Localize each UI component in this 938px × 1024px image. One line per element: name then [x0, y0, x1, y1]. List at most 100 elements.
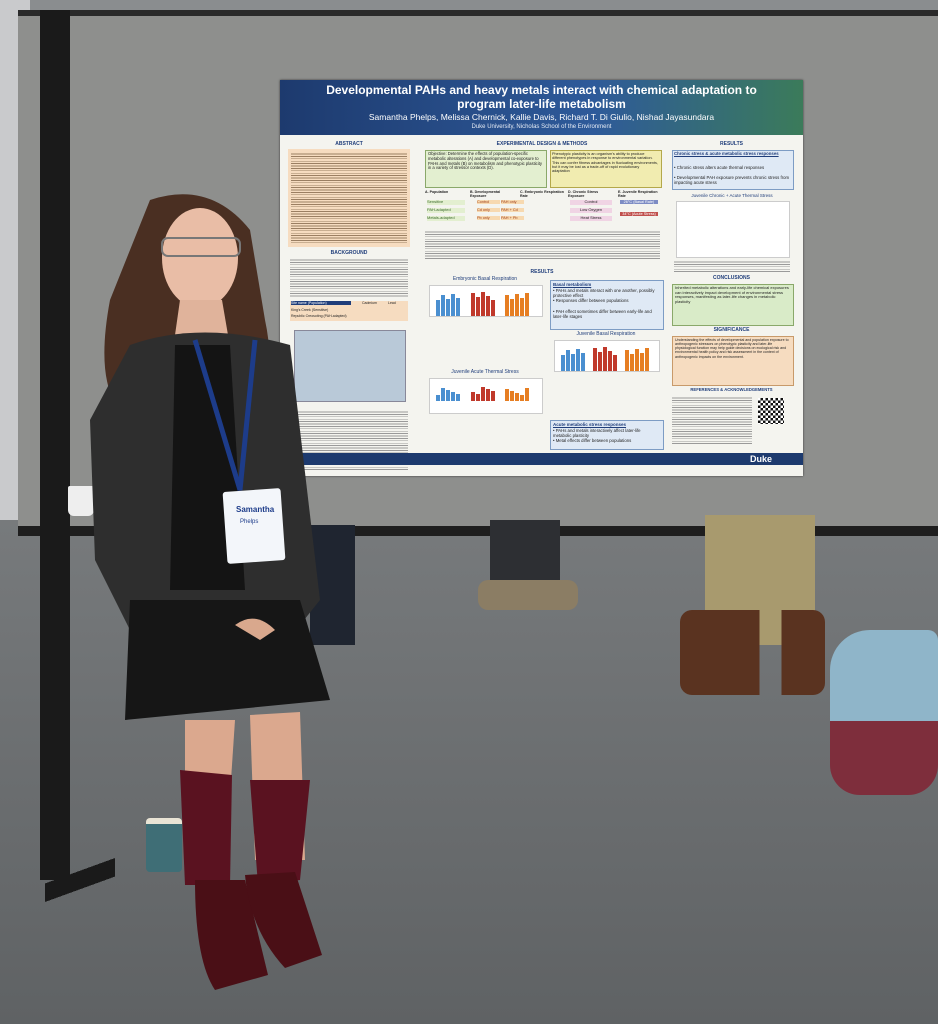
stress: Control [570, 199, 612, 205]
poster-header [280, 80, 803, 135]
section-heading: RESULTS [720, 141, 743, 147]
board-post [40, 10, 70, 880]
stress: Heat Stress [570, 215, 612, 221]
bar-image [475, 394, 480, 401]
table-header: Cadmium [362, 301, 377, 305]
board-foot [45, 800, 115, 960]
sock [250, 780, 310, 885]
glasses [161, 237, 241, 257]
section-heading: ABSTRACT [335, 141, 363, 147]
bar-image [645, 348, 649, 371]
population: PAH-adapted [427, 207, 465, 213]
bar-image [510, 299, 515, 316]
table-header: Lead [388, 301, 396, 305]
caption [425, 230, 660, 260]
panel-label: C. Embryonic Respiration Rate [520, 190, 564, 199]
bar-image [470, 392, 475, 401]
chart-image [429, 378, 543, 414]
bar-image [635, 349, 639, 371]
neck [175, 300, 228, 335]
bar-image [581, 353, 585, 371]
text-block [672, 396, 752, 444]
bar-image [451, 294, 455, 316]
chart-title: Juvenile Basal Respiration [576, 331, 636, 337]
bullet: • PAHs and metals interact with one anot… [553, 288, 655, 298]
bar-image [446, 390, 450, 401]
map [294, 330, 406, 402]
bar-image [630, 354, 634, 371]
bar-image [475, 297, 480, 316]
bar-image [485, 296, 490, 316]
bar-image [505, 389, 510, 401]
bar-image [456, 298, 460, 316]
significance-box [672, 336, 794, 386]
badge-name: Samantha [236, 505, 275, 514]
bullet: • PAHs and metals interactively affect l… [553, 428, 641, 438]
section-heading: REFERENCES & ACKNOWLEDGEMENTS [690, 387, 773, 392]
section-heading: EXPERIMENTAL DESIGN & METHODS [496, 141, 588, 147]
section-heading: BACKGROUND [330, 250, 368, 256]
panel-label: D. Chronic Stress Exposure [568, 190, 599, 199]
poster-authors: Samantha Phelps, Melissa Chernick, Kalli… [368, 112, 715, 122]
poster-affiliation: Duke University, Nicholas School of the … [471, 124, 612, 130]
bar-image [451, 392, 455, 401]
mug [146, 818, 182, 872]
chart-title: Juvenile Chronic + Acute Thermal Stress [691, 193, 773, 198]
poster-footer [280, 453, 803, 465]
poster-title: Developmental PAHs and heavy metals inte… [326, 83, 757, 111]
bar-image [490, 300, 495, 316]
chart-title: Juvenile Acute Thermal Stress [451, 369, 519, 375]
bar-image [480, 387, 485, 401]
footer-logo: Duke [750, 454, 773, 464]
temperature: 26°C (Basal Rate) [620, 200, 658, 205]
conclusions-box [672, 284, 794, 326]
bar-image [525, 293, 530, 316]
basal-box [550, 280, 664, 330]
bar-image [566, 350, 570, 371]
bar-image [593, 348, 597, 371]
exposure: PAH only [501, 200, 524, 205]
exposure: PAH + Pb [501, 216, 524, 221]
significance-text: Understanding the effects of development… [675, 338, 789, 359]
bar-image [603, 347, 607, 371]
lanyard [192, 339, 258, 491]
backpack [830, 630, 938, 795]
bar-image [561, 355, 565, 371]
chronic-box [672, 150, 794, 190]
poster: Developmental PAHs and heavy metals inte… [280, 80, 803, 476]
stress: Low Oxygen [570, 207, 612, 213]
chart-image [676, 201, 790, 258]
chart-image [429, 285, 543, 317]
exposure: Control [477, 200, 500, 205]
table-cell: King's Creek (Sensitive) [291, 308, 329, 312]
panel-label: B. Developmental Exposure [470, 190, 501, 199]
chart-title: Embryonic Basal Respiration [452, 276, 518, 282]
panel-label: E. Juvenile Respiration Rate [618, 190, 658, 199]
bar-image [470, 293, 475, 316]
bar-image [520, 298, 525, 316]
population: Metals-adapted [427, 215, 465, 221]
sock [180, 770, 232, 885]
bar-image [515, 393, 520, 401]
bar-image [505, 295, 510, 316]
bar-image [446, 299, 450, 316]
cup [68, 486, 94, 516]
site-table [290, 301, 408, 321]
bar-image [640, 353, 644, 371]
exposure: Cd only [477, 208, 500, 213]
box-heading: Acute metabolic stress responses [553, 422, 627, 427]
skirt [125, 600, 330, 720]
bar-image [436, 395, 440, 401]
bar-image [510, 391, 515, 401]
temperature: 34°C (Acute Stress) [620, 212, 658, 217]
bullet: • Responses differ between populations [553, 298, 629, 304]
bar-image [576, 349, 580, 371]
exposure: PAH + Cd [501, 208, 524, 213]
bar-image [625, 350, 629, 371]
section-heading: RESULTS [530, 269, 554, 275]
panel-label: A. Population [425, 190, 449, 194]
shoes [478, 580, 578, 610]
bar-image [598, 352, 602, 371]
